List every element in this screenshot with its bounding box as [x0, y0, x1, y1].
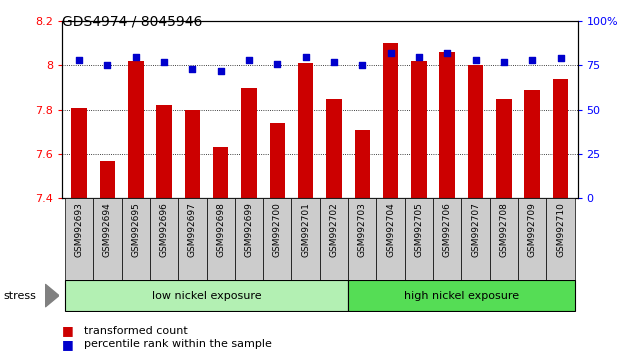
Bar [99, 161, 116, 198]
Text: GSM992710: GSM992710 [556, 202, 565, 257]
Text: transformed count: transformed count [84, 326, 188, 336]
Bar [150, 198, 178, 280]
Polygon shape [45, 284, 59, 307]
Bar [213, 147, 229, 198]
Point [471, 57, 481, 63]
Bar [405, 198, 433, 280]
Bar [270, 123, 285, 198]
Text: low nickel exposure: low nickel exposure [152, 291, 261, 301]
Point [556, 56, 566, 61]
Bar [546, 198, 574, 280]
Bar [411, 61, 427, 198]
Text: percentile rank within the sample: percentile rank within the sample [84, 339, 272, 349]
Text: GSM992693: GSM992693 [75, 202, 84, 257]
Point [131, 54, 141, 59]
Bar [348, 198, 376, 280]
Text: GSM992695: GSM992695 [131, 202, 140, 257]
Text: ■: ■ [62, 338, 74, 350]
Bar [184, 110, 200, 198]
Text: GSM992708: GSM992708 [499, 202, 509, 257]
Point [442, 50, 452, 56]
Text: GSM992709: GSM992709 [528, 202, 537, 257]
Bar [291, 198, 320, 280]
Point [188, 66, 197, 72]
Text: GSM992697: GSM992697 [188, 202, 197, 257]
Bar [468, 65, 483, 198]
Text: GSM992699: GSM992699 [245, 202, 253, 257]
Text: GSM992698: GSM992698 [216, 202, 225, 257]
Point [414, 54, 424, 59]
Bar [348, 280, 574, 311]
Bar [553, 79, 568, 198]
Point [273, 61, 283, 67]
Bar [524, 90, 540, 198]
Point [527, 57, 537, 63]
Text: GSM992704: GSM992704 [386, 202, 395, 257]
Text: GSM992705: GSM992705 [414, 202, 424, 257]
Bar [128, 61, 143, 198]
Text: GSM992701: GSM992701 [301, 202, 310, 257]
Bar [490, 198, 518, 280]
Bar [461, 198, 490, 280]
Text: stress: stress [3, 291, 36, 301]
Bar [433, 198, 461, 280]
Text: GSM992706: GSM992706 [443, 202, 451, 257]
Bar [65, 198, 93, 280]
Bar [71, 108, 87, 198]
Bar [207, 198, 235, 280]
Bar [326, 99, 342, 198]
Bar [93, 198, 122, 280]
Text: GSM992707: GSM992707 [471, 202, 480, 257]
Bar [320, 198, 348, 280]
Point [102, 63, 112, 68]
Text: GSM992703: GSM992703 [358, 202, 367, 257]
Bar [241, 87, 257, 198]
Text: GSM992700: GSM992700 [273, 202, 282, 257]
Bar [156, 105, 172, 198]
Bar [122, 198, 150, 280]
Point [499, 59, 509, 65]
Bar [355, 130, 370, 198]
Bar [376, 198, 405, 280]
Text: GSM992694: GSM992694 [103, 202, 112, 257]
Point [74, 57, 84, 63]
Text: high nickel exposure: high nickel exposure [404, 291, 519, 301]
Bar [263, 198, 291, 280]
Text: GSM992702: GSM992702 [330, 202, 338, 257]
Point [215, 68, 225, 74]
Text: ■: ■ [62, 325, 74, 337]
Bar [298, 63, 314, 198]
Bar [518, 198, 546, 280]
Bar [440, 52, 455, 198]
Point [357, 63, 367, 68]
Point [301, 54, 310, 59]
Point [244, 57, 254, 63]
Point [329, 59, 339, 65]
Bar [383, 43, 399, 198]
Point [159, 59, 169, 65]
Text: GDS4974 / 8045946: GDS4974 / 8045946 [62, 14, 202, 28]
Point [386, 50, 396, 56]
Bar [178, 198, 207, 280]
Bar [65, 280, 348, 311]
Text: GSM992696: GSM992696 [160, 202, 168, 257]
Bar [235, 198, 263, 280]
Bar [496, 99, 512, 198]
